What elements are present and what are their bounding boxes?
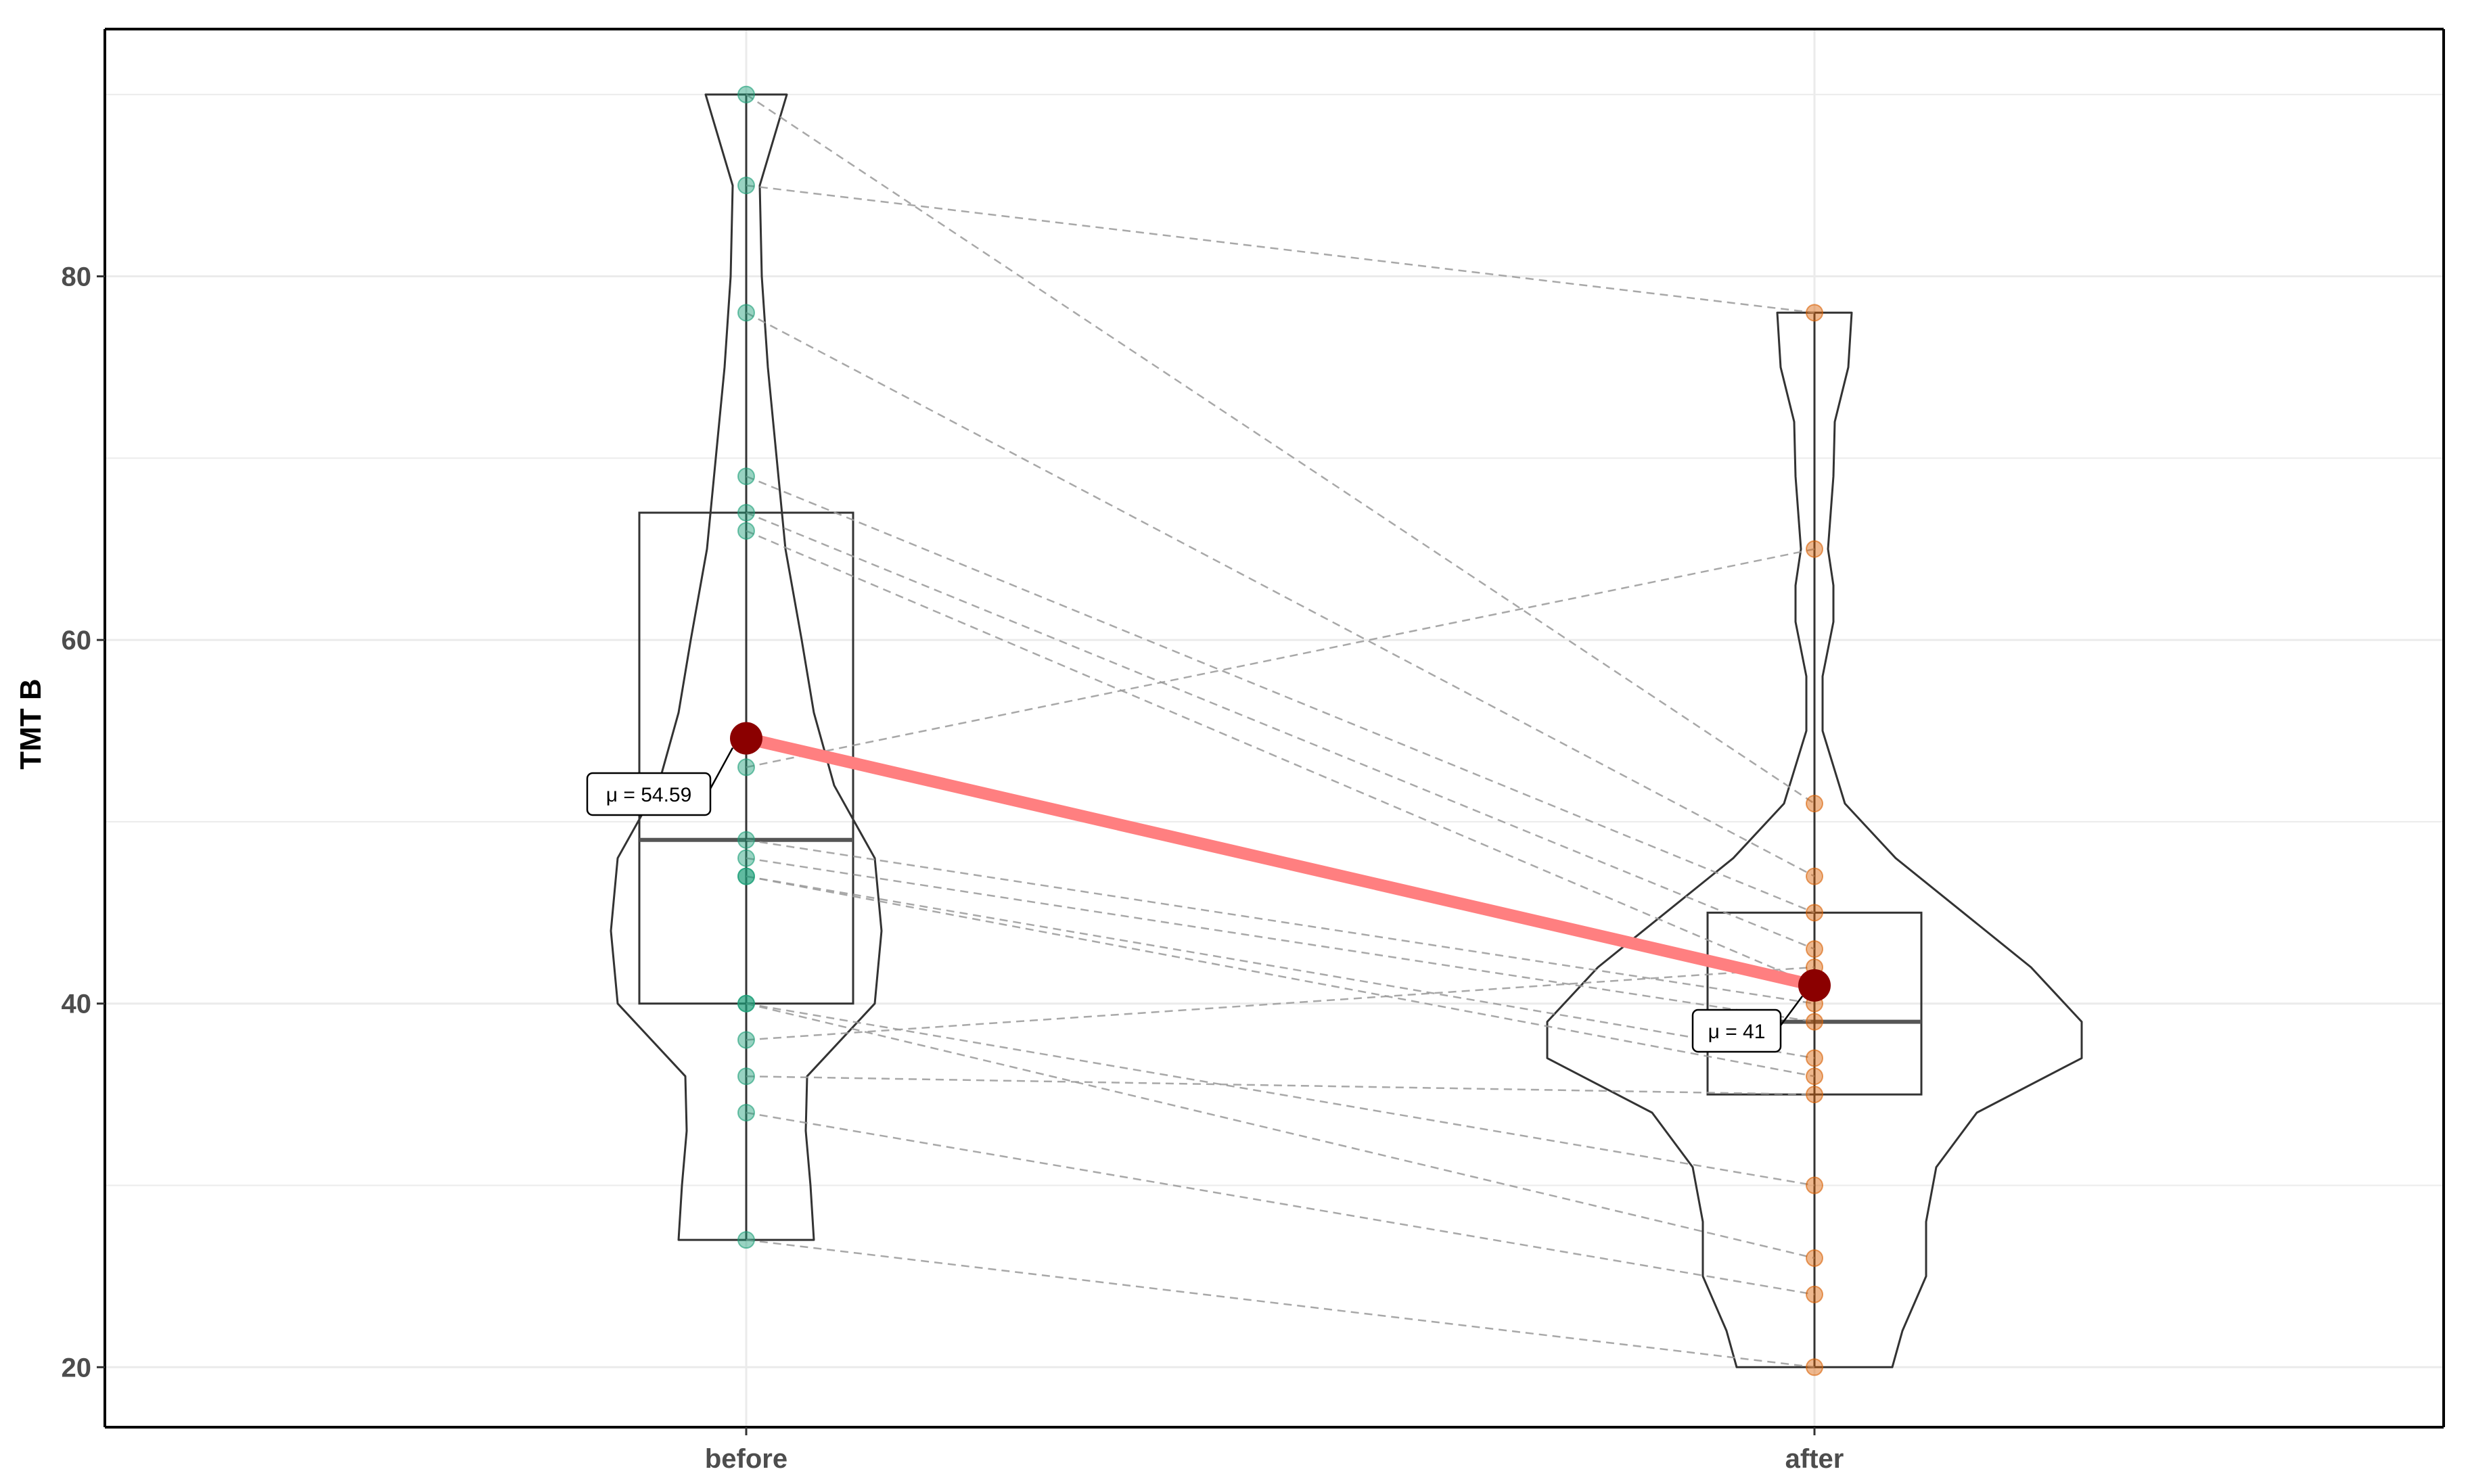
point-before (737, 1031, 755, 1049)
paired-line (746, 184, 1815, 314)
point-before (737, 758, 755, 776)
point-after (1806, 867, 1823, 885)
paired-line (746, 530, 1815, 986)
paired-line (746, 93, 1815, 805)
point-after (1806, 1049, 1823, 1067)
mean-label-before: μ = 54.59 (606, 784, 692, 806)
paired-line (746, 857, 1815, 1023)
mean-label-box-after (1691, 1008, 1782, 1053)
mean-label-leader-after (1779, 996, 1804, 1026)
mean-point-before (730, 722, 762, 755)
y-tick-label: 80 (62, 262, 92, 292)
point-before (737, 1067, 755, 1086)
x-tick-label-after: after (1785, 1444, 1844, 1474)
paired-line (746, 875, 1815, 1059)
paired-line (746, 1002, 1815, 1186)
axes: 20 40 60 80 before after TMT B (14, 28, 2445, 1474)
paired-line (746, 548, 1815, 768)
paired-line (746, 966, 1815, 1041)
paired-line (746, 511, 1815, 950)
point-before (737, 467, 755, 486)
point-before (737, 1103, 755, 1121)
y-axis-title: TMT B (14, 678, 47, 769)
point-after (1806, 904, 1823, 922)
paired-lines (746, 93, 1815, 1368)
point-after (1806, 940, 1823, 958)
point-before (737, 503, 755, 521)
paired-line (746, 1002, 1815, 1259)
point-before (737, 831, 755, 849)
point-before (737, 85, 755, 103)
y-tick-label: 20 (62, 1353, 92, 1383)
point-after (1806, 540, 1823, 558)
point-after (1806, 1086, 1823, 1104)
point-after (1806, 1249, 1823, 1268)
mean-markers: μ = 54.59 μ = 41 (586, 722, 1831, 1053)
y-tick-label: 60 (62, 626, 92, 655)
x-tick-label-before: before (705, 1444, 787, 1474)
violins (610, 93, 2083, 1368)
mean-point-after (1798, 969, 1831, 1002)
point-after (1806, 304, 1823, 322)
paired-line (746, 1075, 1815, 1096)
violin-before (610, 93, 883, 1241)
paired-line (746, 312, 1815, 877)
mean-label-leader-before (709, 747, 734, 789)
point-before (737, 994, 755, 1013)
y-tick-label: 40 (62, 990, 92, 1019)
point-after (1806, 795, 1823, 813)
paired-line (746, 875, 1815, 1077)
mean-label-box-before (586, 772, 712, 816)
paired-line (746, 839, 1815, 1004)
point-before (737, 177, 755, 195)
data-points (737, 85, 1823, 1376)
point-after (1806, 1067, 1823, 1086)
point-before (737, 304, 755, 322)
point-before (737, 867, 755, 885)
point-before (737, 521, 755, 540)
point-before (737, 849, 755, 867)
paired-line (746, 1238, 1815, 1368)
violin-after (1546, 311, 2083, 1368)
mean-connector-line (740, 732, 1821, 992)
point-after (1806, 1285, 1823, 1303)
paired-line (746, 1111, 1815, 1296)
point-after (1806, 1176, 1823, 1195)
boxplots (638, 94, 1923, 1368)
mean-label-after: μ = 41 (1708, 1021, 1766, 1043)
point-before (737, 1231, 755, 1249)
point-after (1806, 1013, 1823, 1031)
paired-line (746, 476, 1815, 914)
point-after (1806, 1358, 1823, 1376)
